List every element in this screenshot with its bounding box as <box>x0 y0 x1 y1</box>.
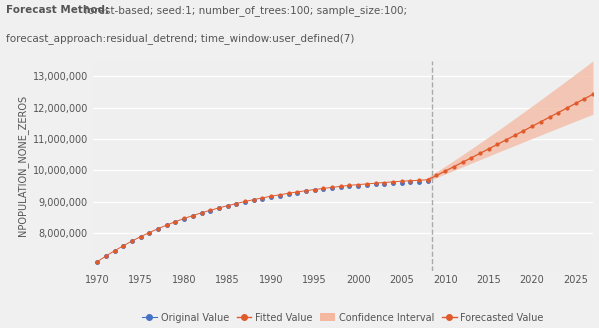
Legend: Original Value, Fitted Value, Confidence Interval, Forecasted Value: Original Value, Fitted Value, Confidence… <box>138 309 547 327</box>
Text: forecast_approach:residual_detrend; time_window:user_defined(7): forecast_approach:residual_detrend; time… <box>6 33 355 44</box>
Text: forest-based; seed:1; number_of_trees:100; sample_size:100;: forest-based; seed:1; number_of_trees:10… <box>81 5 407 16</box>
Y-axis label: NPOPULATION_NONE_ZEROS: NPOPULATION_NONE_ZEROS <box>17 95 28 236</box>
Text: Forecast Method:: Forecast Method: <box>6 5 109 15</box>
